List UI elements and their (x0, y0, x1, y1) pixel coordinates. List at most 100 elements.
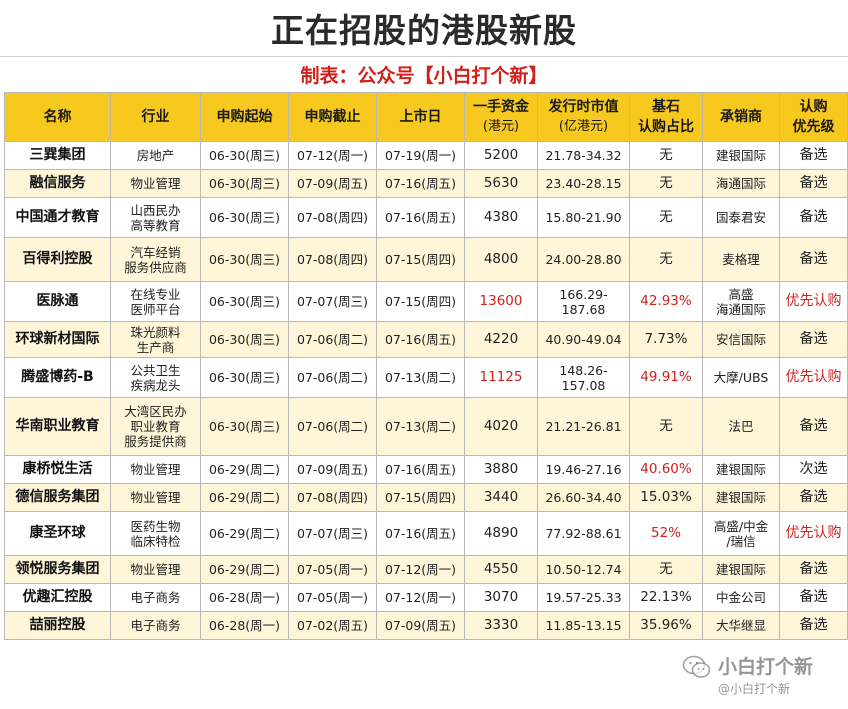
cell-priority: 备选 (779, 483, 848, 512)
cell-industry: 医药生物 临床特检 (110, 511, 201, 556)
cell-end: 07-02(周五) (288, 611, 377, 640)
cell-lot: 5630 (464, 169, 538, 198)
header-lot-label: 一手资金 (473, 99, 529, 115)
cell-industry: 物业管理 (110, 169, 201, 198)
cell-listing: 07-16(周五) (376, 455, 465, 484)
table-row: 三巽集团 房地产 06-30(周三) 07-12(周一) 07-19(周一) 5200 21… (4, 141, 848, 170)
cell-priority: 备选 (779, 197, 848, 238)
table-row: 腾盛博药-B 公共卫生 疾病龙头 06-30(周三) 07-06(周二) 07-13(周… (4, 357, 848, 398)
cell-underwriter: 高盛 海通国际 (702, 281, 780, 322)
cell-name: 融信服务 (4, 169, 111, 198)
cell-start: 06-30(周三) (200, 141, 289, 170)
cell-lot: 4890 (464, 511, 538, 556)
cell-market-cap: 21.78-34.32 (537, 141, 630, 170)
cell-lot: 3440 (464, 483, 538, 512)
cell-start: 06-29(周二) (200, 455, 289, 484)
header-industry: 行业 (110, 92, 201, 142)
cell-market-cap: 26.60-34.40 (537, 483, 630, 512)
wechat-icon (682, 655, 711, 678)
cell-market-cap: 10.50-12.74 (537, 555, 630, 584)
header-cornerstone-line1: 基石 (652, 99, 680, 115)
table-row: 德信服务集团 物业管理 06-29(周二) 07-08(周四) 07-15(周四) 344… (4, 483, 848, 512)
cell-market-cap: 21.21-26.81 (537, 397, 630, 456)
header-priority-line1: 认购 (799, 99, 828, 115)
cell-priority: 备选 (779, 237, 848, 282)
cell-industry: 物业管理 (110, 455, 201, 484)
cell-name: 喆丽控股 (4, 611, 111, 640)
header-lot-unit: (港元) (482, 119, 520, 134)
cell-cornerstone: 无 (629, 237, 703, 282)
cell-priority: 备选 (779, 321, 848, 358)
cell-listing: 07-16(周五) (376, 321, 465, 358)
cell-end: 07-08(周四) (288, 237, 377, 282)
cell-underwriter: 中金公司 (702, 583, 780, 612)
cell-lot: 4800 (464, 237, 538, 282)
watermark: 小白打个新 @小白打个新 (682, 646, 842, 704)
cell-underwriter: 建银国际 (702, 483, 780, 512)
cell-end: 07-06(周二) (288, 321, 377, 358)
table-row: 华南职业教育 大湾区民办 职业教育 服务提供商 06-30(周三) 07-06(周二)… (4, 397, 848, 456)
cell-cornerstone: 40.60% (629, 455, 703, 484)
table-row: 百得利控股 汽车经销 服务供应商 06-30(周三) 07-08(周四) 07-15(周… (4, 237, 848, 282)
cell-priority: 优先认购 (779, 511, 848, 556)
cell-industry: 电子商务 (110, 611, 201, 640)
table-row: 优趣汇控股 电子商务 06-28(周一) 07-05(周一) 07-12(周一) 3070… (4, 583, 848, 612)
cell-market-cap: 166.29-187.68 (537, 281, 630, 322)
table-row: 喆丽控股 电子商务 06-28(周一) 07-02(周五) 07-09(周五) 3330 1… (4, 611, 848, 640)
cell-listing: 07-16(周五) (376, 197, 465, 238)
cell-listing: 07-13(周二) (376, 397, 465, 456)
cell-listing: 07-12(周一) (376, 583, 465, 612)
cell-priority: 备选 (779, 169, 848, 198)
table-row: 融信服务 物业管理 06-30(周三) 07-09(周五) 07-16(周五) 5630 2… (4, 169, 848, 198)
cell-priority: 次选 (779, 455, 848, 484)
table-row: 领悦服务集团 物业管理 06-29(周二) 07-05(周一) 07-12(周一) 455… (4, 555, 848, 584)
cell-name: 领悦服务集团 (4, 555, 111, 584)
cell-market-cap: 11.85-13.15 (537, 611, 630, 640)
cell-name: 德信服务集团 (4, 483, 111, 512)
cell-end: 07-05(周一) (288, 583, 377, 612)
table-row: 中国通才教育 山西民办 高等教育 06-30(周三) 07-08(周四) 07-16(周… (4, 197, 848, 238)
cell-priority: 优先认购 (779, 357, 848, 398)
cell-end: 07-06(周二) (288, 397, 377, 456)
cell-underwriter: 法巴 (702, 397, 780, 456)
cell-listing: 07-16(周五) (376, 511, 465, 556)
cell-market-cap: 40.90-49.04 (537, 321, 630, 358)
cell-industry: 汽车经销 服务供应商 (110, 237, 201, 282)
cell-end: 07-08(周四) (288, 483, 377, 512)
cell-listing: 07-16(周五) (376, 169, 465, 198)
cell-underwriter: 建银国际 (702, 455, 780, 484)
cell-cornerstone: 15.03% (629, 483, 703, 512)
header-underwriter: 承销商 (702, 92, 780, 142)
table-body: 三巽集团 房地产 06-30(周三) 07-12(周一) 07-19(周一) 5200 21… (4, 141, 848, 640)
cell-industry: 在线专业 医师平台 (110, 281, 201, 322)
cell-cornerstone: 22.13% (629, 583, 703, 612)
cell-lot: 13600 (464, 281, 538, 322)
watermark-sub: @小白打个新 (718, 682, 791, 696)
cell-start: 06-30(周三) (200, 397, 289, 456)
watermark-main: 小白打个新 (718, 656, 814, 678)
cell-underwriter: 海通国际 (702, 169, 780, 198)
cell-lot: 4220 (464, 321, 538, 358)
cell-priority: 备选 (779, 141, 848, 170)
header-start: 申购起始 (200, 92, 289, 142)
cell-lot: 3880 (464, 455, 538, 484)
cell-start: 06-30(周三) (200, 237, 289, 282)
cell-end: 07-07(周三) (288, 281, 377, 322)
cell-end: 07-12(周一) (288, 141, 377, 170)
cell-priority: 优先认购 (779, 281, 848, 322)
table-row: 康圣环球 医药生物 临床特检 06-29(周二) 07-07(周三) 07-16(周五)… (4, 511, 848, 556)
cell-priority: 备选 (779, 555, 848, 584)
cell-start: 06-29(周二) (200, 483, 289, 512)
cell-cornerstone: 无 (629, 141, 703, 170)
cell-listing: 07-15(周四) (376, 281, 465, 322)
cell-underwriter: 大摩/UBS (702, 357, 780, 398)
cell-start: 06-30(周三) (200, 321, 289, 358)
cell-industry: 物业管理 (110, 555, 201, 584)
cell-industry: 大湾区民办 职业教育 服务提供商 (110, 397, 201, 456)
cell-start: 06-28(周一) (200, 583, 289, 612)
page-title: 正在招股的港股新股 (0, 0, 848, 57)
cell-listing: 07-12(周一) (376, 555, 465, 584)
cell-end: 07-09(周五) (288, 169, 377, 198)
cell-underwriter: 国泰君安 (702, 197, 780, 238)
cell-industry: 山西民办 高等教育 (110, 197, 201, 238)
